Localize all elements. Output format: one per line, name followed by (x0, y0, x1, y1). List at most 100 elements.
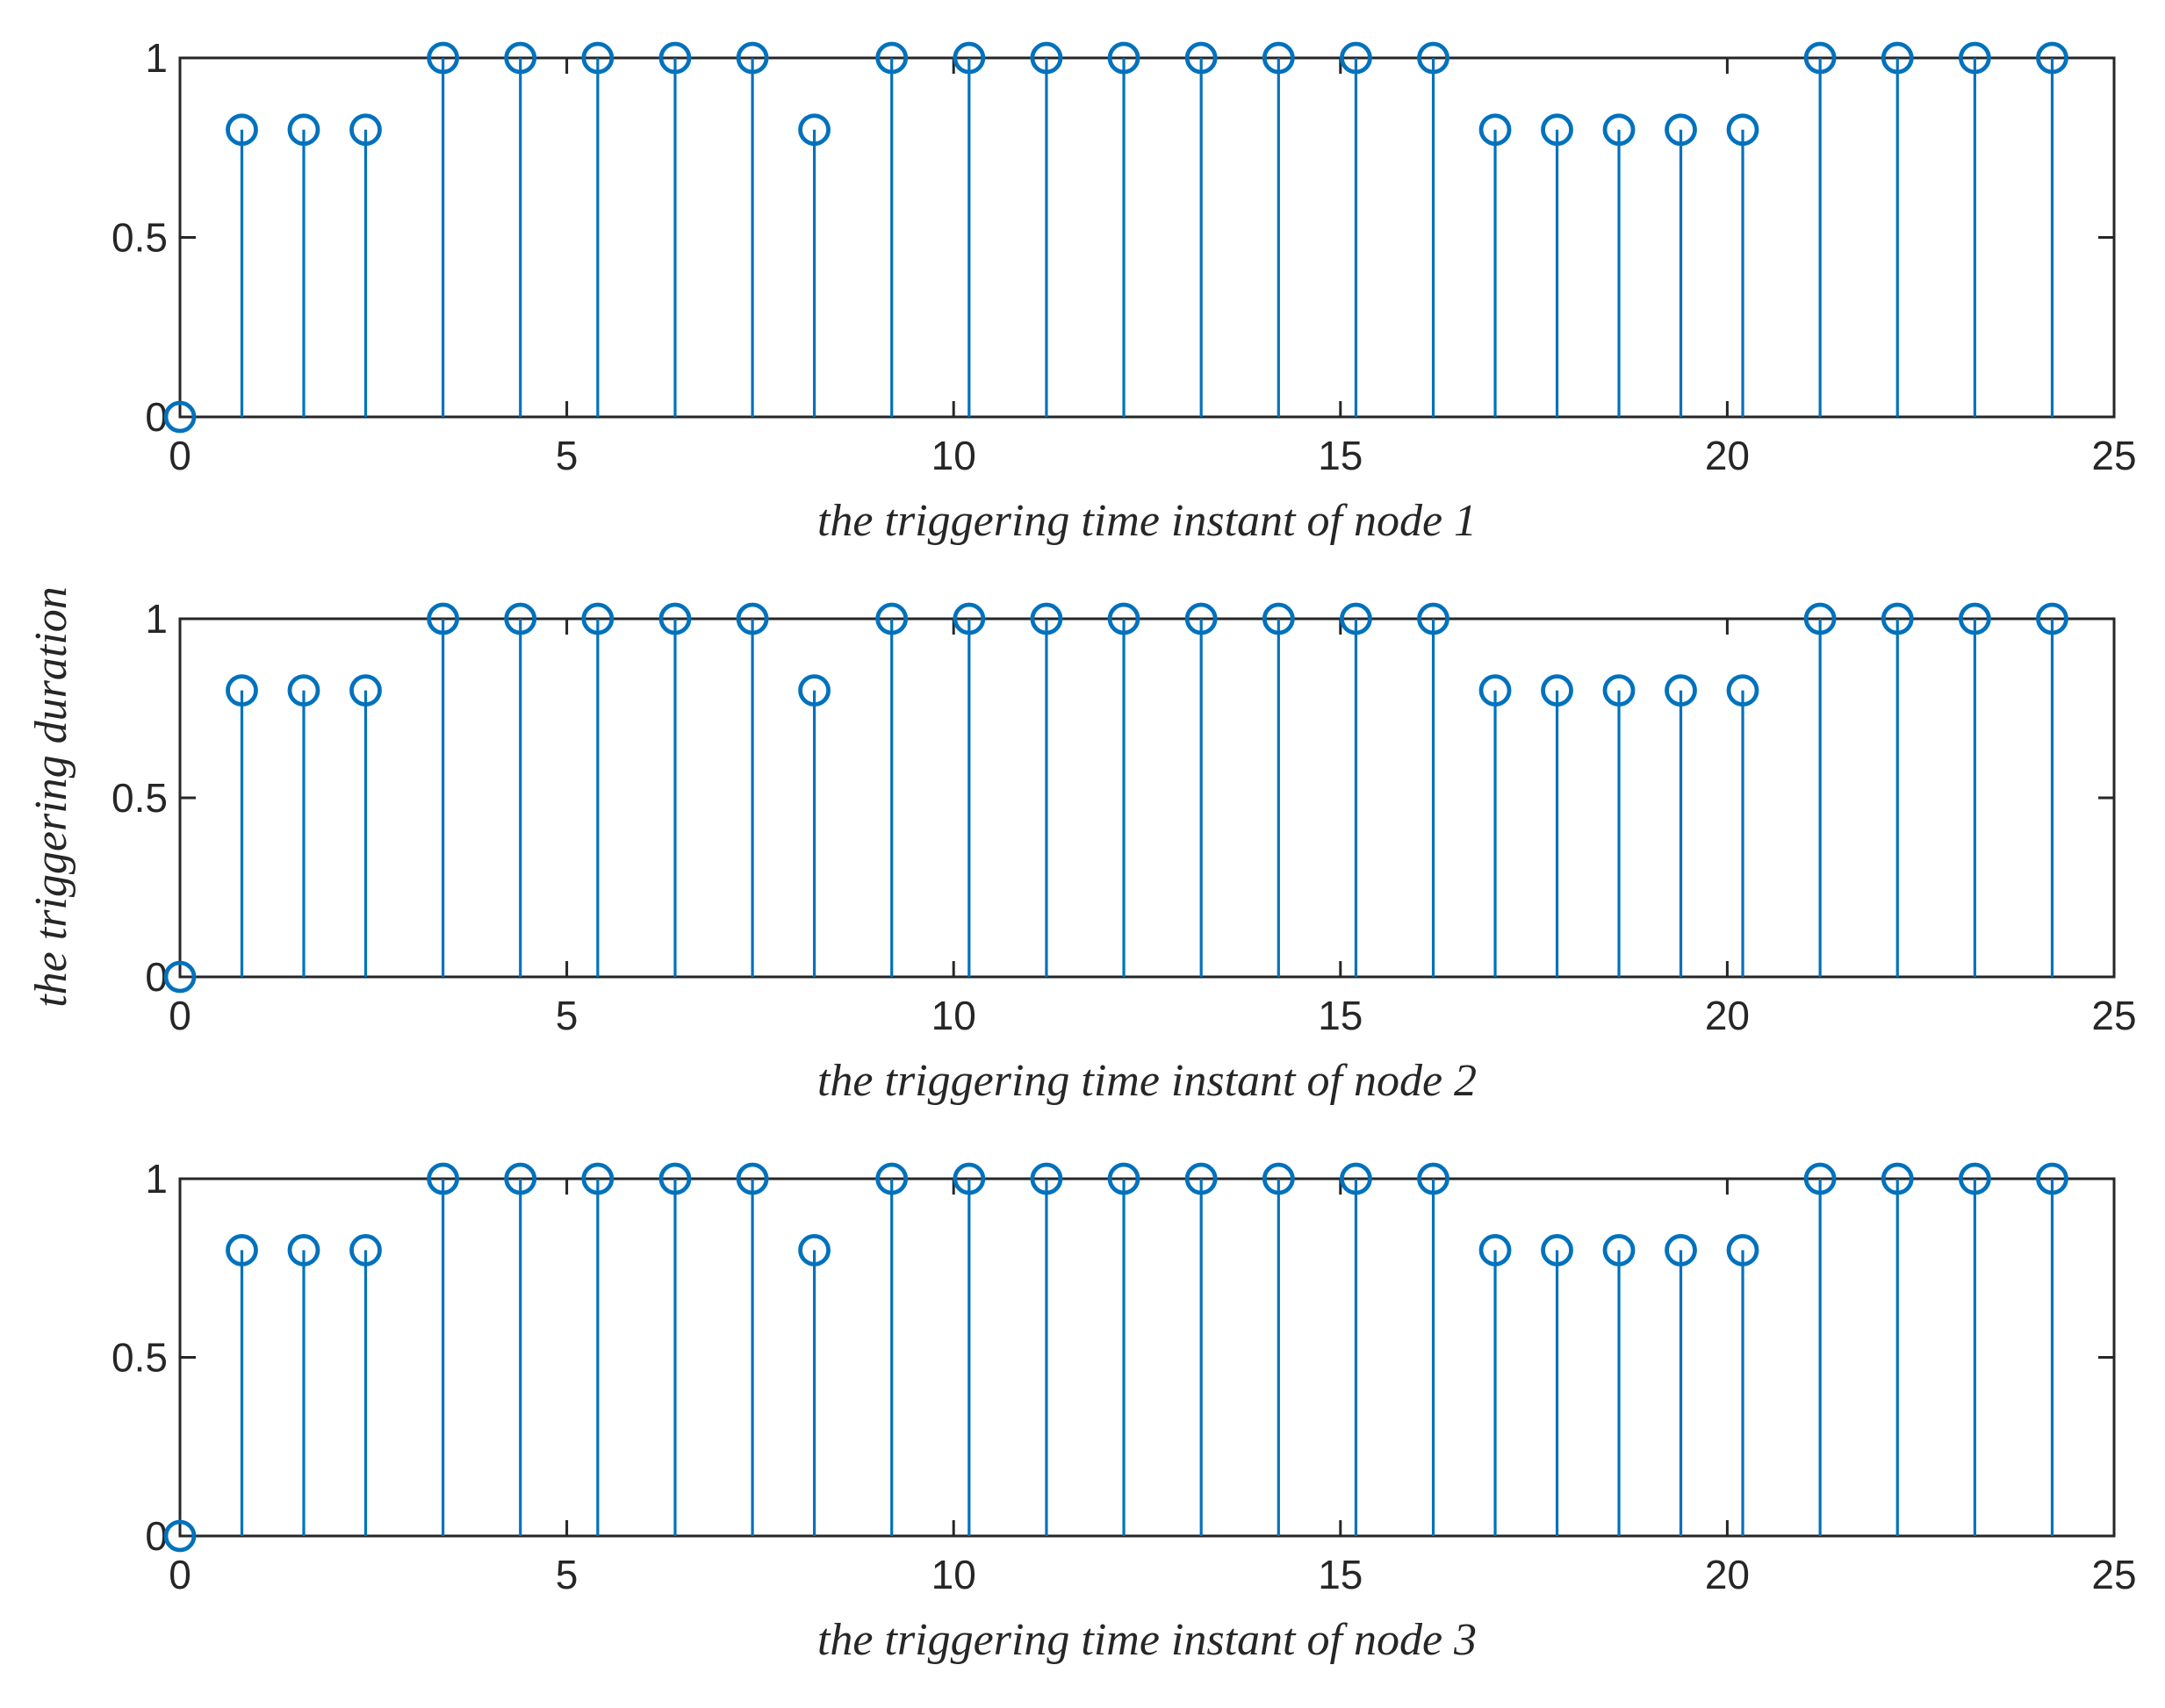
stem-marker (1665, 113, 1697, 147)
stem-marker (875, 41, 909, 75)
stem-marker (1262, 41, 1295, 75)
stem-marker (504, 1162, 537, 1195)
stem-marker (1478, 674, 1512, 707)
stem-marker (226, 1234, 258, 1267)
stem-marker (1417, 602, 1449, 635)
stem-marker (2036, 1162, 2068, 1195)
stem-marker (581, 41, 615, 75)
x-tick-label: 20 (1705, 1552, 1750, 1597)
stem-marker (1184, 41, 1218, 75)
stem-marker (1958, 1162, 1991, 1195)
x-tick-label: 15 (1318, 433, 1363, 478)
stem-marker (736, 602, 769, 635)
stem-marker (1726, 113, 1759, 147)
stem-marker (1602, 113, 1636, 147)
stem-marker (953, 1162, 986, 1195)
stem-marker (287, 674, 320, 707)
x-axis-label-node-2: the triggering time instant of node 2 (817, 1056, 1477, 1106)
stem-marker (287, 1234, 320, 1267)
stem-marker (1262, 1162, 1295, 1195)
stem-marker (1107, 602, 1140, 635)
y-tick-label: 1 (145, 1156, 168, 1202)
y-tick-label: 1 (145, 35, 168, 81)
stem-marker (1541, 113, 1573, 147)
stem-marker (349, 1234, 382, 1267)
x-tick-label: 10 (931, 993, 976, 1038)
stem-marker (1184, 602, 1218, 635)
x-axis-label-node-1: the triggering time instant of node 1 (817, 496, 1477, 546)
y-tick-label: 0.5 (111, 1335, 168, 1381)
stem-marker (349, 674, 382, 707)
stem-marker (1478, 1234, 1512, 1267)
y-tick-label: 0.5 (111, 215, 168, 261)
stem-marker (1262, 602, 1295, 635)
stem-marker (163, 1519, 197, 1553)
stem-marker (163, 400, 197, 434)
stem-marker (1030, 41, 1063, 75)
stem-marker (349, 113, 382, 147)
x-tick-label: 25 (2091, 1552, 2136, 1597)
stem-marker (1958, 41, 1991, 75)
stem-marker (504, 602, 537, 635)
stem-marker (1541, 1234, 1573, 1267)
stem-marker (798, 113, 831, 147)
stem-marker (736, 1162, 769, 1195)
stem-marker (1340, 1162, 1372, 1195)
x-tick-label: 20 (1705, 433, 1750, 478)
x-tick-label: 0 (169, 993, 191, 1038)
x-tick-label: 15 (1318, 993, 1363, 1038)
stem-marker (287, 113, 320, 147)
stem-marker (798, 1234, 831, 1267)
x-tick-label: 5 (556, 1552, 579, 1597)
x-tick-label: 25 (2091, 993, 2136, 1038)
stem-marker (1030, 1162, 1063, 1195)
x-tick-label: 5 (556, 433, 579, 478)
stem-marker (1881, 41, 1914, 75)
shared-y-axis-label: the triggering duration (26, 586, 76, 1008)
stem-marker (875, 1162, 909, 1195)
stem-marker (1602, 1234, 1636, 1267)
stem-marker (1030, 602, 1063, 635)
x-tick-label: 10 (931, 1552, 976, 1597)
stem-marker (1726, 1234, 1759, 1267)
stem-marker (798, 674, 831, 707)
stem-marker (1417, 41, 1449, 75)
stem-marker (1881, 1162, 1914, 1195)
stem-marker (1478, 113, 1512, 147)
stem-marker (953, 602, 986, 635)
axes-frame (178, 1177, 2116, 1538)
stem-marker (1602, 674, 1636, 707)
stem-marker (581, 1162, 615, 1195)
stem-marker (658, 602, 692, 635)
y-tick-label: 0.5 (111, 775, 168, 821)
stem-marker (1803, 1162, 1837, 1195)
y-tick-label: 1 (145, 596, 168, 642)
stem-marker (1665, 1234, 1697, 1267)
stem-marker (226, 113, 258, 147)
stem-marker (1665, 674, 1697, 707)
stem-marker (1417, 1162, 1449, 1195)
stem-marker (427, 41, 460, 75)
stem-marker (1184, 1162, 1218, 1195)
axes-frame (178, 56, 2116, 419)
stem-marker (658, 41, 692, 75)
stem-marker (581, 602, 615, 635)
stem-marker (2036, 602, 2068, 635)
stem-marker (1803, 602, 1837, 635)
x-tick-label: 5 (556, 993, 579, 1038)
x-tick-label: 15 (1318, 1552, 1363, 1597)
stem-marker (427, 602, 460, 635)
stem-marker (163, 960, 197, 994)
stem-marker (1107, 1162, 1140, 1195)
stem-marker (658, 1162, 692, 1195)
stem-marker (427, 1162, 460, 1195)
x-tick-label: 25 (2091, 433, 2136, 478)
stem-marker (1340, 41, 1372, 75)
stem-marker (1726, 674, 1759, 707)
stem-marker (1803, 41, 1837, 75)
stem-marker (1107, 41, 1140, 75)
stem-marker (504, 41, 537, 75)
